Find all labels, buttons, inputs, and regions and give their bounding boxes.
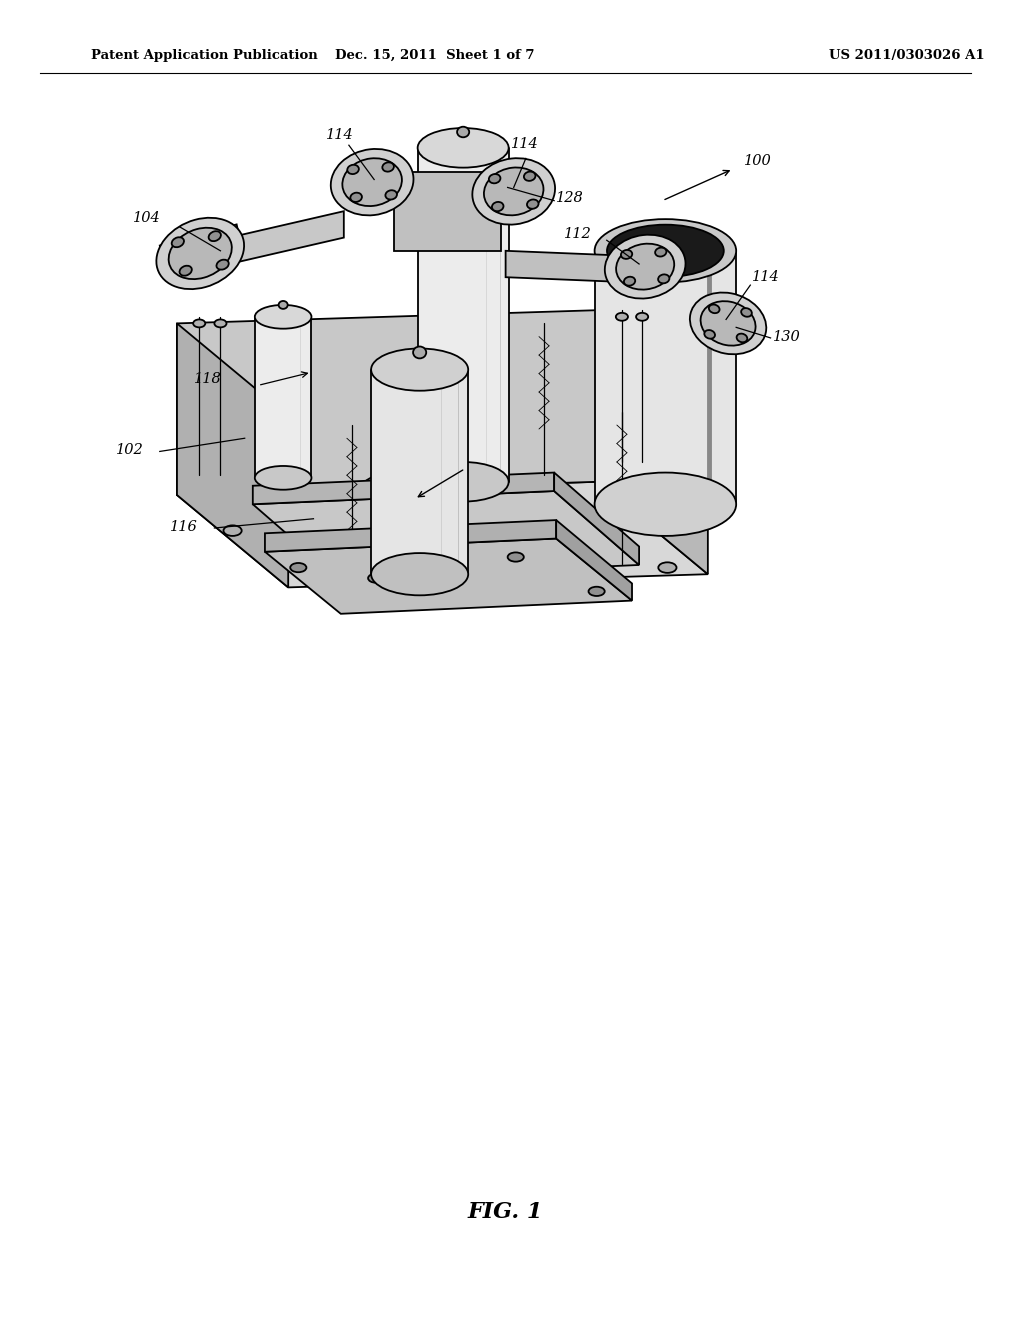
Polygon shape — [595, 251, 736, 504]
Text: 114: 114 — [511, 137, 539, 150]
Text: 130: 130 — [772, 330, 801, 343]
Ellipse shape — [616, 244, 674, 289]
Ellipse shape — [255, 466, 311, 490]
Polygon shape — [371, 370, 468, 574]
Polygon shape — [394, 172, 501, 251]
Polygon shape — [597, 310, 708, 574]
Ellipse shape — [658, 562, 677, 573]
Ellipse shape — [605, 235, 685, 298]
Polygon shape — [265, 539, 632, 614]
Polygon shape — [177, 323, 288, 587]
Ellipse shape — [508, 553, 524, 562]
Text: 118: 118 — [195, 372, 222, 385]
Polygon shape — [418, 148, 509, 482]
Ellipse shape — [331, 149, 414, 215]
Ellipse shape — [527, 199, 539, 209]
Text: US 2011/0303026 A1: US 2011/0303026 A1 — [829, 49, 985, 62]
Polygon shape — [265, 520, 556, 552]
Ellipse shape — [179, 265, 191, 276]
Ellipse shape — [223, 525, 242, 536]
Ellipse shape — [607, 224, 724, 277]
Text: 102: 102 — [117, 444, 144, 457]
Text: 114: 114 — [753, 271, 780, 284]
Ellipse shape — [524, 172, 536, 181]
Ellipse shape — [457, 127, 469, 137]
Ellipse shape — [690, 293, 766, 354]
Ellipse shape — [705, 330, 715, 339]
Polygon shape — [172, 211, 344, 277]
Ellipse shape — [655, 248, 667, 256]
Ellipse shape — [342, 158, 401, 206]
Ellipse shape — [385, 190, 397, 199]
Ellipse shape — [709, 305, 720, 313]
Ellipse shape — [472, 158, 555, 224]
Text: 112: 112 — [564, 227, 592, 240]
Polygon shape — [253, 491, 639, 578]
Ellipse shape — [157, 218, 244, 289]
Polygon shape — [255, 317, 311, 478]
Text: 128: 128 — [556, 191, 584, 205]
Text: Patent Application Publication: Patent Application Publication — [91, 49, 317, 62]
Ellipse shape — [169, 228, 231, 279]
Ellipse shape — [492, 202, 504, 211]
Ellipse shape — [368, 573, 384, 583]
Ellipse shape — [255, 305, 311, 329]
Ellipse shape — [621, 249, 632, 259]
Ellipse shape — [347, 165, 358, 174]
Ellipse shape — [209, 231, 221, 242]
Ellipse shape — [484, 168, 544, 215]
Ellipse shape — [350, 193, 361, 202]
Ellipse shape — [372, 477, 468, 523]
Ellipse shape — [382, 162, 394, 172]
Text: 116: 116 — [170, 520, 198, 533]
Ellipse shape — [741, 308, 752, 317]
Ellipse shape — [194, 319, 205, 327]
Ellipse shape — [595, 473, 736, 536]
Ellipse shape — [624, 277, 635, 285]
Ellipse shape — [636, 313, 648, 321]
Ellipse shape — [371, 553, 468, 595]
Polygon shape — [556, 520, 632, 601]
Ellipse shape — [214, 319, 226, 327]
Ellipse shape — [371, 348, 468, 391]
Ellipse shape — [413, 346, 426, 359]
Text: Dec. 15, 2011  Sheet 1 of 7: Dec. 15, 2011 Sheet 1 of 7 — [335, 49, 535, 62]
Text: 100: 100 — [744, 154, 772, 168]
Text: 114: 114 — [326, 128, 353, 141]
Ellipse shape — [658, 275, 670, 284]
Polygon shape — [554, 473, 639, 565]
Ellipse shape — [290, 562, 306, 573]
Ellipse shape — [700, 301, 756, 346]
Text: 104: 104 — [133, 211, 161, 224]
Ellipse shape — [172, 238, 184, 247]
Polygon shape — [177, 310, 597, 495]
Polygon shape — [253, 473, 554, 504]
Ellipse shape — [736, 334, 748, 342]
Polygon shape — [177, 482, 708, 587]
Ellipse shape — [294, 556, 312, 566]
Polygon shape — [160, 224, 241, 264]
Ellipse shape — [354, 467, 485, 531]
Polygon shape — [506, 251, 668, 284]
Ellipse shape — [488, 174, 501, 183]
Ellipse shape — [595, 219, 736, 282]
Ellipse shape — [418, 128, 509, 168]
Ellipse shape — [615, 313, 628, 321]
Ellipse shape — [279, 301, 288, 309]
Ellipse shape — [589, 586, 605, 597]
Text: FIG. 1: FIG. 1 — [468, 1201, 544, 1222]
Ellipse shape — [537, 512, 555, 523]
Ellipse shape — [216, 260, 228, 269]
Ellipse shape — [418, 462, 509, 502]
